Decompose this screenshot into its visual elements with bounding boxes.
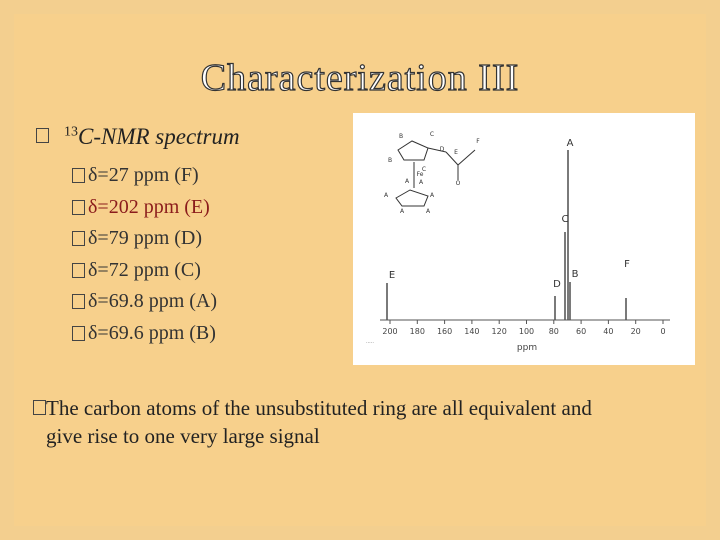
atom-label: A [430,192,435,199]
tick-label: 20 [631,327,641,336]
shift-item: δ=79 ppm (D) [88,227,203,249]
molecule [395,140,476,207]
tick-label: 40 [603,327,613,336]
bullet [33,400,46,415]
peak-label: F [624,259,630,270]
bullet [72,199,85,215]
tick-label: 200 [382,327,397,336]
shift-item: δ=202 ppm (E) [88,195,210,218]
tick-label: 60 [576,327,586,336]
tick-label: 160 [437,327,452,336]
peaks [386,150,627,320]
bullet [72,325,85,341]
bullet [72,168,85,183]
peak-label: D [553,279,561,290]
tick-label: 80 [549,327,559,336]
bullet [36,128,49,143]
atom-label: E [454,149,458,156]
peak-label: E [389,270,395,281]
tick-label: 120 [492,327,507,336]
shift-item: δ=69.6 ppm (B) [88,321,216,344]
atom-label: A [400,208,405,215]
atom-label: F [476,138,480,145]
atom-label: A [384,192,389,199]
atom-label: O [456,180,461,187]
atom-label: A [405,178,410,185]
heading: 13C-NMR spectrum [64,124,240,150]
atom-label: Fe [417,171,424,178]
atom-label: D [440,146,445,153]
tick-label: 0 [660,327,665,336]
heading-sup: 13 [64,124,78,140]
slide-title: Characterization III [200,56,520,99]
shift-item: δ=69.8 ppm (A) [88,290,218,312]
shift-item: δ=72 ppm (C) [88,258,201,281]
bullet [72,294,85,309]
spectrum-panel [353,113,695,365]
shift-item: δ=27 ppm (F) [88,164,199,186]
note: The carbon atoms of the unsubstituted ri… [46,396,592,448]
atom-label: A [426,208,431,215]
atom-label: C [430,131,434,138]
tick-label: 140 [464,327,479,336]
peak-label: A [567,138,574,149]
axis-label: ppm [517,343,537,353]
tick-label: 100 [519,327,534,336]
atom-label: B [399,133,403,140]
atom-label: A [419,179,424,186]
footer-mark: ····· [366,340,374,346]
tick-label: 180 [410,327,425,336]
peak-label: C [562,214,569,225]
bullet [72,262,85,278]
peak-label: B [572,269,579,280]
atom-label: C [422,166,426,173]
atom-label: B [388,157,392,164]
heading-text: C-NMR spectrum [78,124,240,149]
bullet [72,231,85,246]
